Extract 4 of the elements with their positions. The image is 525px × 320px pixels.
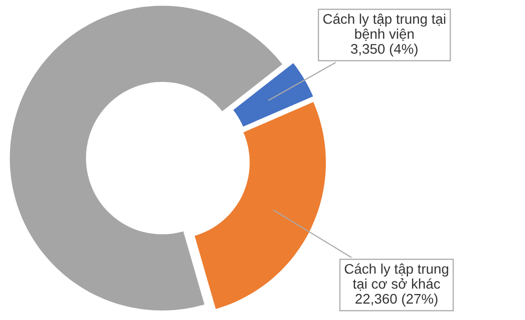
data-label: 22,360 (27%): [356, 294, 438, 306]
slice-label: Cách ly tập trung tại bệnh viện: [323, 14, 446, 41]
slice-label: Cách ly tập trung tại cơ sở khác: [344, 263, 448, 291]
data-label: 3,350 (4%): [350, 44, 418, 57]
